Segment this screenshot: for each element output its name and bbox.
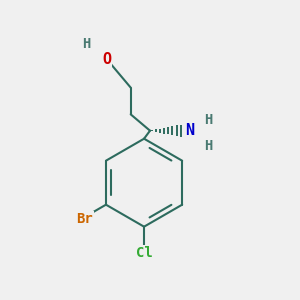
Text: O: O <box>102 52 112 67</box>
Text: H: H <box>204 139 212 152</box>
Text: N: N <box>186 123 195 138</box>
Text: Br: Br <box>76 212 92 226</box>
Text: Cl: Cl <box>136 246 152 260</box>
Text: H: H <box>82 38 90 52</box>
Text: H: H <box>204 113 212 127</box>
